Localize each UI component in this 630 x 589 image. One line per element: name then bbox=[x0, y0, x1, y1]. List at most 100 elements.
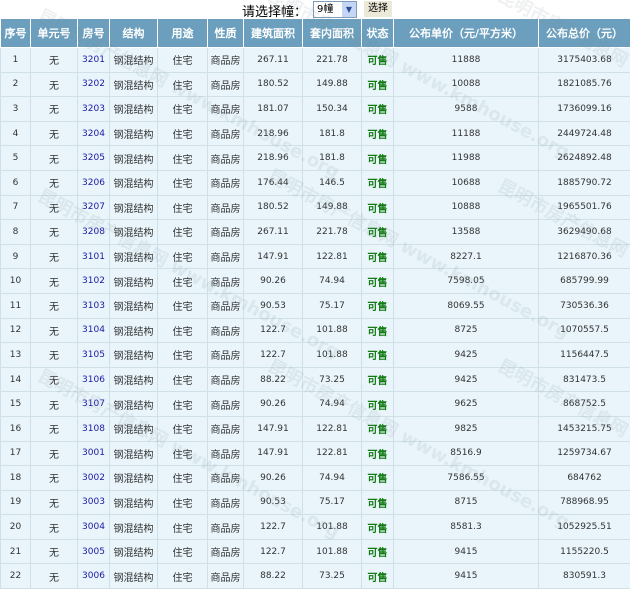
chevron-down-icon[interactable]: ▼ bbox=[342, 2, 356, 17]
cell-unit: 无 bbox=[31, 515, 78, 540]
cell-room[interactable]: 3205 bbox=[78, 146, 110, 171]
cell-usage: 住宅 bbox=[158, 490, 208, 515]
cell-structure: 钢混结构 bbox=[110, 269, 158, 294]
cell-unit-price: 9415 bbox=[394, 539, 539, 564]
cell-room[interactable]: 3102 bbox=[78, 269, 110, 294]
column-header-unit-price: 公布单价（元/平方米） bbox=[394, 19, 539, 48]
cell-type: 商品房 bbox=[208, 269, 244, 294]
cell-usage: 住宅 bbox=[158, 195, 208, 220]
cell-total-price: 1070557.5 bbox=[539, 318, 630, 343]
cell-unit: 无 bbox=[31, 48, 78, 73]
cell-room[interactable]: 3204 bbox=[78, 121, 110, 146]
cell-unit: 无 bbox=[31, 146, 78, 171]
cell-inner-area: 74.94 bbox=[303, 466, 362, 491]
cell-structure: 钢混结构 bbox=[110, 97, 158, 122]
select-button[interactable]: 选择 bbox=[364, 1, 392, 17]
cell-type: 商品房 bbox=[208, 121, 244, 146]
cell-type: 商品房 bbox=[208, 170, 244, 195]
column-header-unit: 单元号 bbox=[31, 19, 78, 48]
cell-total-price: 1156447.5 bbox=[539, 343, 630, 368]
cell-room[interactable]: 3105 bbox=[78, 343, 110, 368]
cell-room[interactable]: 3207 bbox=[78, 195, 110, 220]
cell-unit: 无 bbox=[31, 539, 78, 564]
cell-room[interactable]: 3202 bbox=[78, 72, 110, 97]
cell-room[interactable]: 3003 bbox=[78, 490, 110, 515]
cell-room[interactable]: 3005 bbox=[78, 539, 110, 564]
cell-status: 可售 bbox=[362, 564, 394, 589]
cell-structure: 钢混结构 bbox=[110, 343, 158, 368]
cell-unit: 无 bbox=[31, 318, 78, 343]
cell-building-area: 147.91 bbox=[244, 244, 303, 269]
cell-room[interactable]: 3103 bbox=[78, 293, 110, 318]
cell-building-area: 88.22 bbox=[244, 367, 303, 392]
cell-status: 可售 bbox=[362, 72, 394, 97]
cell-unit-price: 9588 bbox=[394, 97, 539, 122]
cell-structure: 钢混结构 bbox=[110, 220, 158, 245]
cell-room[interactable]: 3002 bbox=[78, 466, 110, 491]
column-header-inner-area: 套内面积 bbox=[303, 19, 362, 48]
cell-room[interactable]: 3104 bbox=[78, 318, 110, 343]
cell-room[interactable]: 3203 bbox=[78, 97, 110, 122]
cell-unit-price: 9425 bbox=[394, 343, 539, 368]
cell-unit: 无 bbox=[31, 564, 78, 589]
cell-structure: 钢混结构 bbox=[110, 515, 158, 540]
cell-usage: 住宅 bbox=[158, 392, 208, 417]
cell-type: 商品房 bbox=[208, 466, 244, 491]
cell-status: 可售 bbox=[362, 343, 394, 368]
building-select[interactable]: 9幢 ▼ bbox=[313, 1, 357, 18]
cell-total-price: 3175403.68 bbox=[539, 48, 630, 73]
cell-status: 可售 bbox=[362, 48, 394, 73]
cell-total-price: 868752.5 bbox=[539, 392, 630, 417]
cell-room[interactable]: 3108 bbox=[78, 416, 110, 441]
cell-total-price: 1453215.75 bbox=[539, 416, 630, 441]
cell-room[interactable]: 3206 bbox=[78, 170, 110, 195]
cell-room[interactable]: 3201 bbox=[78, 48, 110, 73]
cell-building-area: 122.7 bbox=[244, 343, 303, 368]
cell-usage: 住宅 bbox=[158, 269, 208, 294]
cell-inner-area: 101.88 bbox=[303, 343, 362, 368]
cell-structure: 钢混结构 bbox=[110, 195, 158, 220]
cell-room[interactable]: 3107 bbox=[78, 392, 110, 417]
cell-inner-area: 101.88 bbox=[303, 515, 362, 540]
cell-type: 商品房 bbox=[208, 293, 244, 318]
cell-room[interactable]: 3101 bbox=[78, 244, 110, 269]
cell-usage: 住宅 bbox=[158, 72, 208, 97]
cell-room[interactable]: 3004 bbox=[78, 515, 110, 540]
cell-inner-area: 221.78 bbox=[303, 48, 362, 73]
cell-structure: 钢混结构 bbox=[110, 318, 158, 343]
cell-unit-price: 8715 bbox=[394, 490, 539, 515]
cell-type: 商品房 bbox=[208, 146, 244, 171]
cell-unit-price: 9825 bbox=[394, 416, 539, 441]
cell-type: 商品房 bbox=[208, 392, 244, 417]
cell-unit: 无 bbox=[31, 490, 78, 515]
cell-unit-price: 9625 bbox=[394, 392, 539, 417]
cell-status: 可售 bbox=[362, 539, 394, 564]
cell-room[interactable]: 3208 bbox=[78, 220, 110, 245]
cell-inner-area: 75.17 bbox=[303, 490, 362, 515]
cell-room[interactable]: 3001 bbox=[78, 441, 110, 466]
cell-unit: 无 bbox=[31, 220, 78, 245]
cell-usage: 住宅 bbox=[158, 564, 208, 589]
building-selector-bar: 请选择幢： 9幢 ▼ 选择 bbox=[0, 0, 630, 18]
cell-unit-price: 11188 bbox=[394, 121, 539, 146]
cell-unit-price: 8069.55 bbox=[394, 293, 539, 318]
cell-usage: 住宅 bbox=[158, 121, 208, 146]
cell-building-area: 180.52 bbox=[244, 195, 303, 220]
cell-inner-area: 75.17 bbox=[303, 293, 362, 318]
cell-room[interactable]: 3006 bbox=[78, 564, 110, 589]
cell-seq: 3 bbox=[1, 97, 31, 122]
cell-unit: 无 bbox=[31, 269, 78, 294]
cell-room[interactable]: 3106 bbox=[78, 367, 110, 392]
building-select-value: 9幢 bbox=[317, 2, 333, 17]
column-header-status: 状态 bbox=[362, 19, 394, 48]
cell-seq: 19 bbox=[1, 490, 31, 515]
cell-structure: 钢混结构 bbox=[110, 466, 158, 491]
column-header-structure: 结构 bbox=[110, 19, 158, 48]
